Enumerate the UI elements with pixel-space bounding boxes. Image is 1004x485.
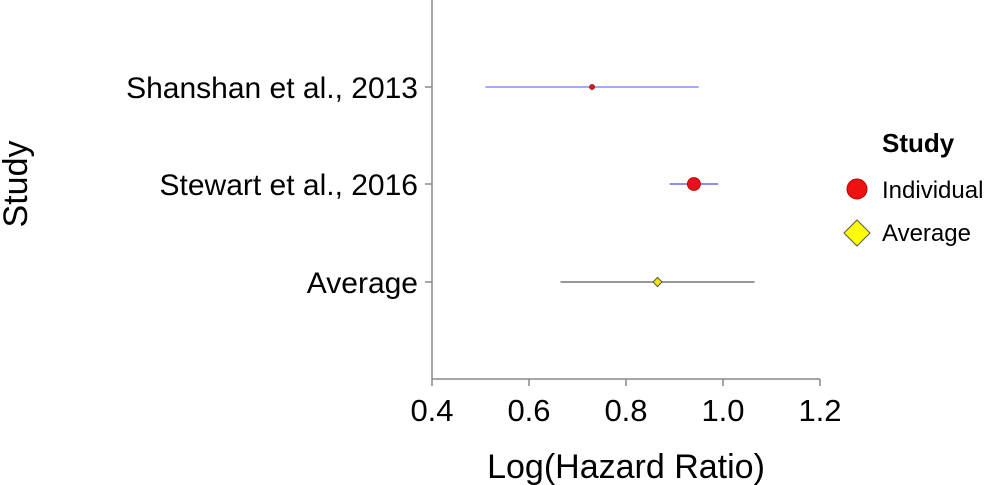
y-axis-title: Study <box>0 141 35 228</box>
legend-individual-marker <box>846 178 868 200</box>
x-axis-title: Log(Hazard Ratio) <box>487 448 765 485</box>
y-axis-ticks: Shanshan et al., 2013 Stewart et al., 201… <box>126 72 432 300</box>
study-point <box>589 84 595 90</box>
average-point <box>652 276 663 288</box>
x-axis-ticks: 0.4 0.6 0.8 1.0 1.2 <box>410 379 842 428</box>
legend: Study Individual Average <box>843 128 983 247</box>
x-tick-label: 0.6 <box>507 393 550 428</box>
x-tick-label: 0.8 <box>604 393 647 428</box>
study-label: Average <box>307 267 418 300</box>
point-estimates <box>589 84 701 288</box>
legend-individual-label: Individual <box>882 177 983 204</box>
study-label: Shanshan et al., 2013 <box>126 72 418 105</box>
confidence-intervals <box>485 86 755 283</box>
x-tick-label: 1.0 <box>701 393 744 428</box>
x-tick-label: 1.2 <box>798 393 841 428</box>
x-tick-label: 0.4 <box>410 393 453 428</box>
legend-title: Study <box>882 128 955 158</box>
study-point <box>687 177 701 191</box>
study-label: Stewart et al., 2016 <box>160 169 419 202</box>
legend-average-label: Average <box>882 220 971 247</box>
legend-average-marker <box>843 219 871 247</box>
